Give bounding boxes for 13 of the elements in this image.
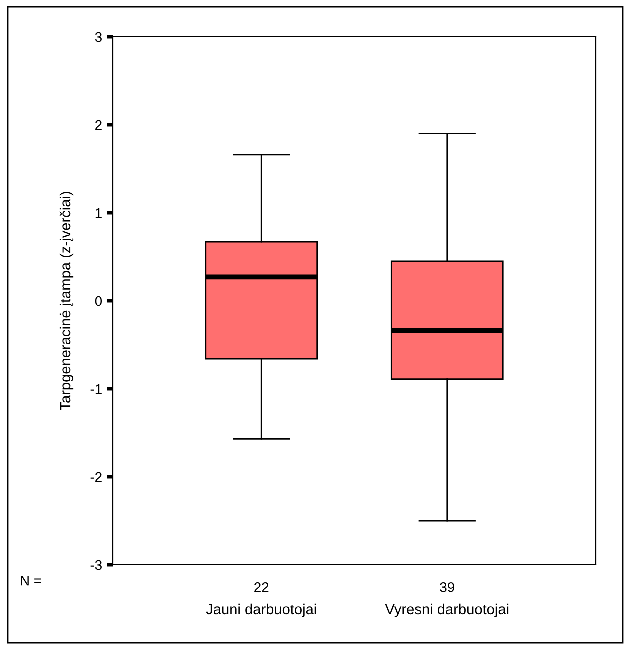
y-tick-label: 3 [95,32,102,42]
y-tick-label: 2 [96,120,102,130]
x-tick-label: Vyresni darbuotojai [385,604,509,618]
y-tick-label: 1 [96,208,102,218]
y-axis-title: Tarpgeneracinė įtampa (z-įverčiai) [60,192,74,410]
text: 39 [440,582,454,592]
y-tick-label: -1 [90,384,102,394]
y-tick-label: 0 [95,296,102,306]
y-tick-label: -3 [90,560,102,570]
text: N = [21,576,42,586]
text: 22 [254,582,269,592]
x-tick-label: Jauni darbuotojai [206,604,316,618]
y-tick-label: -2 [90,472,102,482]
